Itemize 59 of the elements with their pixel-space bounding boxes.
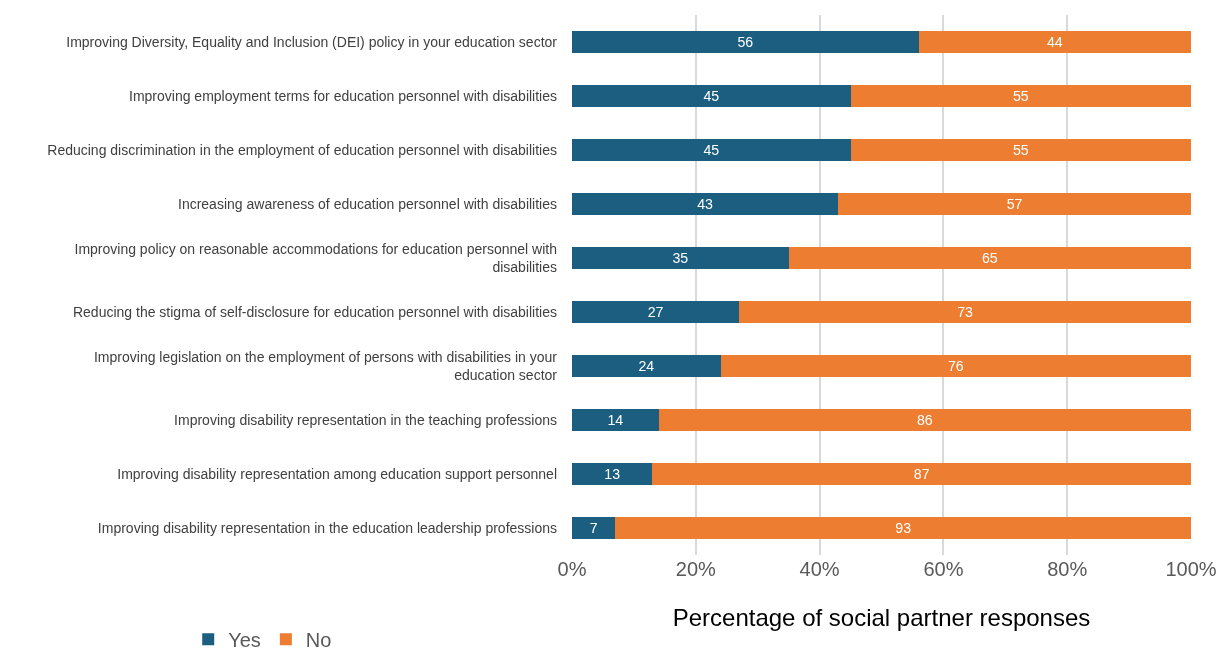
bar xyxy=(572,517,616,539)
bar xyxy=(572,301,740,323)
data-label: 27 xyxy=(647,303,664,320)
y-tick-label: Reducing the stigma of self-disclosure for education personnel with disabilities xyxy=(72,303,557,320)
x-tick-label: 20% xyxy=(675,558,717,580)
legend-label: Yes xyxy=(228,629,261,652)
data-label: 44 xyxy=(1046,33,1063,50)
data-label: 45 xyxy=(703,87,720,104)
bar xyxy=(615,517,1191,539)
legend-label: No xyxy=(305,629,332,652)
bar xyxy=(572,247,789,269)
bar xyxy=(850,139,1191,161)
data-label: 87 xyxy=(913,465,930,482)
y-tick-label: Reducing discrimination in the employment of education personnel with disabilities xyxy=(47,141,557,158)
data-label: 13 xyxy=(604,465,621,482)
data-label: 55 xyxy=(1012,87,1029,104)
y-tick-label: Improving legislation on the employment of persons with disabilities in your education sector xyxy=(93,348,558,383)
data-label: 57 xyxy=(1006,195,1023,212)
data-label: 7 xyxy=(589,519,598,536)
bar xyxy=(838,193,1191,215)
y-tick-label: Improving Diversity, Equality and Inclusion (DEI) policy in your education sector xyxy=(66,33,558,50)
x-tick-label: 0% xyxy=(557,558,587,580)
bar xyxy=(788,247,1191,269)
data-label: 35 xyxy=(672,249,689,266)
data-label: 14 xyxy=(607,411,624,428)
data-label: 43 xyxy=(697,195,714,212)
bar xyxy=(652,463,1191,485)
data-label: 24 xyxy=(638,357,655,374)
bar xyxy=(572,31,919,53)
x-tick-label: 80% xyxy=(1047,558,1088,580)
y-tick-label: Improving policy on reasonable accommodations for education personnel with disabilities xyxy=(74,240,557,275)
bar xyxy=(720,355,1191,377)
y-tick-label: Improving disability representation among education support personnel xyxy=(117,465,557,482)
x-tick-label: 40% xyxy=(799,558,840,580)
y-tick-label: Improving employment terms for education personnel with disabilities xyxy=(129,87,557,104)
data-label: 76 xyxy=(947,357,964,374)
x-tick-label: 100% xyxy=(1165,558,1217,580)
bar xyxy=(918,31,1191,53)
x-axis-title: Percentage of social partner responses xyxy=(672,604,1091,632)
data-label: 73 xyxy=(957,303,974,320)
bar xyxy=(572,355,721,377)
y-tick-label: Increasing awareness of education personnel with disabilities xyxy=(178,195,557,212)
data-label: 45 xyxy=(703,141,720,158)
bar xyxy=(572,85,851,107)
data-label: 86 xyxy=(916,411,933,428)
data-label: 65 xyxy=(981,249,998,266)
bar xyxy=(850,85,1191,107)
data-label: 93 xyxy=(895,519,912,536)
bar xyxy=(572,193,839,215)
bar xyxy=(572,139,851,161)
data-label: 55 xyxy=(1012,141,1029,158)
bar xyxy=(739,301,1191,323)
bar xyxy=(572,409,659,431)
bar xyxy=(658,409,1191,431)
y-tick-label: Improving disability representation in the teaching professions xyxy=(174,411,557,428)
bar xyxy=(572,463,653,485)
y-tick-label: Improving disability representation in the education leadership professions xyxy=(97,519,557,536)
data-label: 56 xyxy=(737,33,754,50)
x-tick-label: 60% xyxy=(923,558,964,580)
